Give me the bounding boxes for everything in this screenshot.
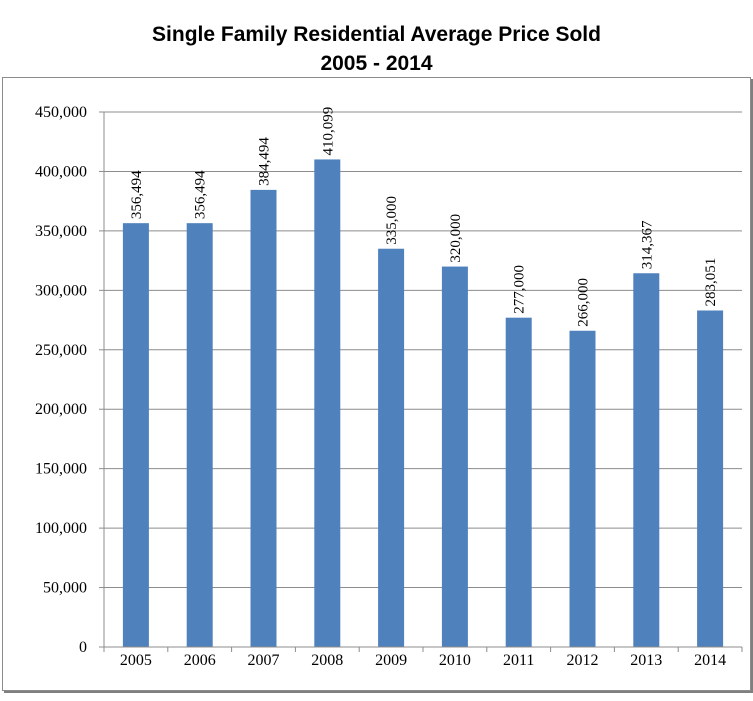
x-tick-label: 2010	[439, 652, 471, 669]
bar-2009	[378, 248, 405, 647]
data-label: 266,000	[576, 278, 592, 327]
bar-2012	[569, 330, 596, 647]
bar-2010	[441, 266, 468, 647]
y-tick-label: 400,000	[35, 163, 87, 180]
data-label: 356,494	[129, 170, 145, 219]
bar-2006	[186, 223, 213, 647]
y-tick-label: 150,000	[35, 461, 87, 478]
bar-2007	[250, 189, 277, 648]
x-tick-label: 2012	[567, 652, 599, 669]
axes: 0 50,000 100,000 150,000 200,000 250,000 300,0…	[35, 104, 743, 669]
x-tick-label: 2011	[503, 652, 534, 669]
data-label: 335,000	[384, 196, 400, 245]
x-tick-label: 2009	[375, 652, 407, 669]
data-label: 314,367	[639, 220, 655, 269]
data-label: 356,494	[193, 170, 209, 219]
chart-subtitle: 2005 - 2014	[320, 52, 433, 75]
bar-2014	[697, 310, 724, 647]
y-tick-label: 450,000	[35, 104, 87, 121]
x-tick-label: 2007	[248, 652, 280, 669]
data-label: 283,051	[703, 258, 719, 307]
bar-2013	[633, 273, 660, 647]
x-tick-label: 2005	[120, 652, 152, 669]
chart-title-block: Single Family Residential Average Price …	[0, 20, 753, 78]
y-tick-label: 350,000	[35, 223, 87, 240]
data-label: 384,494	[257, 137, 273, 186]
x-tick-label: 2008	[311, 652, 343, 669]
x-tick-label: 2014	[694, 652, 726, 669]
y-tick-label: 200,000	[35, 401, 87, 418]
bars	[122, 159, 724, 648]
bar-2011	[505, 317, 532, 647]
chart-title: Single Family Residential Average Price …	[152, 23, 601, 46]
chart-frame	[2, 77, 751, 691]
data-label: 410,099	[320, 107, 336, 156]
data-label: 277,000	[512, 265, 528, 314]
data-labels: 356,494 356,494 384,494 410,099 335,000 320,0…	[129, 107, 719, 327]
y-tick-label: 300,000	[35, 282, 87, 299]
bar-2008	[314, 159, 341, 647]
data-label: 320,000	[448, 214, 464, 263]
x-tick-label: 2006	[184, 652, 216, 669]
y-tick-label: 100,000	[35, 520, 87, 537]
y-tick-label: 0	[79, 639, 87, 656]
y-tick-label: 50,000	[43, 580, 87, 597]
x-tick-label: 2013	[630, 652, 662, 669]
bar-2005	[122, 223, 149, 647]
y-tick-label: 250,000	[35, 342, 87, 359]
